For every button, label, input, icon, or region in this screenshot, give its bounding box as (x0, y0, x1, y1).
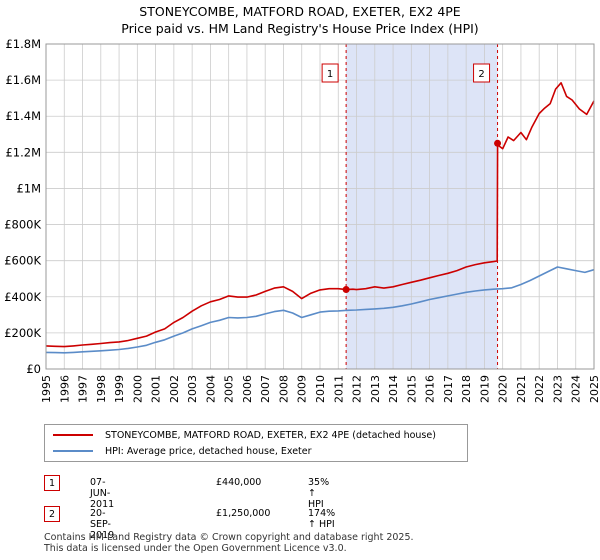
sale-point (342, 286, 350, 294)
y-tick-label: £1.8M (5, 37, 41, 51)
x-tick-label: 2019 (478, 375, 491, 403)
y-tick-label: £1M (16, 181, 41, 195)
x-tick-label: 2017 (442, 375, 455, 403)
transaction-hpi: 35% ↑ HPI (308, 477, 330, 510)
x-tick-label: 2002 (168, 375, 181, 403)
x-tick-label: 2013 (369, 375, 382, 403)
y-tick-label: £1.4M (5, 109, 41, 123)
marker-label-box (473, 63, 491, 83)
y-tick-label: £1.2M (5, 145, 41, 159)
x-tick-label: 2016 (424, 375, 437, 403)
legend-label-hpi: HPI: Average price, detached house, Exet… (105, 445, 312, 457)
y-tick-label: £200K (4, 326, 41, 340)
sale-point (494, 139, 502, 147)
ownership-shade (346, 44, 498, 369)
y-tick-label: £400K (4, 290, 41, 304)
transaction-price: £1,250,000 (216, 508, 271, 519)
x-tick-label: 2015 (405, 375, 418, 403)
x-tick-label: 2007 (259, 375, 272, 403)
x-tick-label: 2012 (351, 375, 364, 403)
footer-line: This data is licensed under the Open Gov… (44, 543, 347, 554)
marker-label: 2 (478, 69, 484, 80)
x-tick-label: 2004 (204, 375, 217, 403)
marker-label: 1 (327, 69, 333, 80)
x-tick-label: 2025 (588, 375, 600, 403)
y-tick-label: £1.6M (5, 73, 41, 87)
x-tick-label: 2000 (131, 375, 144, 403)
plot-border (45, 43, 595, 370)
legend-item-hpi: HPI: Average price, detached house, Exet… (53, 443, 312, 459)
x-tick-label: 2003 (186, 375, 199, 403)
marker-label-box (321, 63, 339, 83)
x-tick-label: 2009 (296, 375, 309, 403)
x-tick-label: 2023 (551, 375, 564, 403)
x-tick-label: 2014 (387, 375, 400, 403)
x-tick-label: 1996 (58, 375, 71, 403)
x-tick-label: 2010 (314, 375, 327, 403)
y-tick-label: £600K (4, 254, 41, 268)
x-tick-label: 1997 (77, 375, 90, 403)
chart-title: STONEYCOMBE, MATFORD ROAD, EXETER, EX2 4… (139, 4, 461, 19)
transaction-hpi: 174% ↑ HPI (308, 508, 336, 530)
hpi-series-line (45, 266, 595, 354)
x-tick-label: 2021 (515, 375, 528, 403)
chart-subtitle: Price paid vs. HM Land Registry's House … (121, 21, 479, 36)
x-tick-label: 1999 (113, 375, 126, 403)
x-tick-label: 2022 (533, 375, 546, 403)
property-series-line (45, 82, 595, 348)
legend-label-property: STONEYCOMBE, MATFORD ROAD, EXETER, EX2 4… (105, 429, 436, 441)
transaction-date: 07-JUN-2011 (90, 477, 115, 510)
legend-swatch-hpi (53, 450, 93, 452)
x-tick-label: 1998 (95, 375, 108, 403)
x-tick-label: 2018 (460, 375, 473, 403)
transaction-date: 20-SEP-2019 (90, 508, 115, 541)
transaction-price: £440,000 (216, 477, 262, 488)
transaction-badge: 2 (44, 506, 60, 522)
legend-swatch-property (53, 434, 93, 436)
x-tick-label: 2008 (277, 375, 290, 403)
transaction-badge: 1 (44, 475, 60, 491)
x-tick-label: 2001 (150, 375, 163, 403)
x-tick-label: 2005 (223, 375, 236, 403)
x-tick-label: 2006 (241, 375, 254, 403)
y-tick-label: £0 (26, 362, 41, 376)
x-tick-label: 2024 (570, 375, 583, 403)
x-tick-label: 1995 (40, 375, 53, 403)
x-tick-label: 2020 (497, 375, 510, 403)
price-chart: £0 £200K £400K £600K £800K £1M £1.2M £1.4M £1.6M… (4, 37, 600, 403)
footer: Contains HM Land Registry data © Crown c… (44, 532, 414, 554)
footer-line: Contains HM Land Registry data © Crown c… (44, 532, 414, 543)
y-tick-label: £800K (4, 218, 41, 232)
legend: STONEYCOMBE, MATFORD ROAD, EXETER, EX2 4… (44, 424, 468, 462)
legend-item-property: STONEYCOMBE, MATFORD ROAD, EXETER, EX2 4… (53, 427, 436, 443)
x-tick-label: 2011 (332, 375, 345, 403)
